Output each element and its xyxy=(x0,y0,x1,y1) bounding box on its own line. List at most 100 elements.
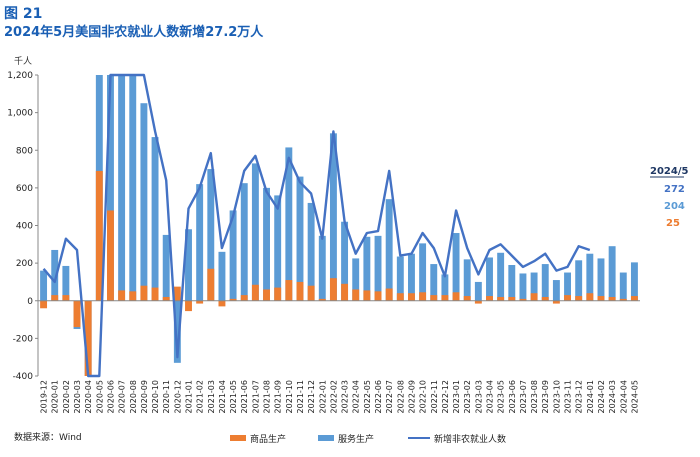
y-tick-label: -400 xyxy=(13,372,34,382)
x-tick-label: 2021-04 xyxy=(218,380,227,413)
bar-services xyxy=(463,259,471,301)
bar-goods xyxy=(296,281,304,301)
y-tick-label: 1,000 xyxy=(7,109,33,119)
bar-services xyxy=(162,234,170,301)
bar-goods xyxy=(463,296,471,301)
x-tick-label: 2022-06 xyxy=(374,380,383,413)
bar-goods xyxy=(385,288,393,301)
bar-services xyxy=(486,257,493,301)
bar-goods xyxy=(107,210,114,301)
bar-goods xyxy=(162,296,170,301)
bar-services xyxy=(497,252,505,301)
x-tick-label: 2023-06 xyxy=(508,380,517,413)
bar-services xyxy=(107,75,114,301)
bar-services xyxy=(129,75,137,301)
bar-services xyxy=(229,210,237,301)
bar-services xyxy=(118,75,126,301)
x-tick-label: 2020-12 xyxy=(173,380,182,413)
bar-services xyxy=(251,163,259,301)
x-tick-label: 2023-01 xyxy=(452,380,461,413)
x-tick-label: 2019-12 xyxy=(40,380,49,413)
bar-services xyxy=(151,137,159,301)
bar-services xyxy=(40,270,48,301)
bar-services xyxy=(240,183,248,301)
x-tick-label: 2021-01 xyxy=(185,380,194,413)
x-tick-label: 2023-11 xyxy=(564,380,573,413)
y-tick-label: 800 xyxy=(16,146,33,156)
x-tick-label: 2022-10 xyxy=(419,380,428,413)
x-tick-label: 2023-12 xyxy=(575,380,584,413)
y-tick-label: 1,200 xyxy=(7,71,33,81)
bar-goods xyxy=(396,293,404,301)
x-tick-label: 2024-05 xyxy=(630,380,639,413)
legend-label-goods: 商品生产 xyxy=(250,433,286,445)
bar-services xyxy=(352,258,360,301)
bar-goods xyxy=(608,296,616,301)
line-total-nonfarm xyxy=(42,73,591,378)
bar-goods xyxy=(419,292,427,301)
x-tick-label: 2021-07 xyxy=(251,380,260,413)
bar-goods xyxy=(497,296,505,301)
bar-goods xyxy=(352,289,360,301)
bar-services xyxy=(51,249,59,301)
legend: 商品生产 服务生产 新增非农就业人数 xyxy=(230,433,506,445)
bar-goods xyxy=(263,289,270,301)
bar-goods xyxy=(519,298,527,301)
x-tick-label: 2023-08 xyxy=(530,380,539,413)
bar-services xyxy=(285,147,293,301)
bar-services xyxy=(374,235,382,301)
bar-goods xyxy=(218,300,226,307)
x-tick-label: 2020-07 xyxy=(118,380,127,413)
x-tick-label: 2020-10 xyxy=(151,380,160,413)
bar-goods xyxy=(151,287,159,301)
bar-goods xyxy=(329,278,337,301)
bar-services xyxy=(173,300,181,363)
bar-services xyxy=(630,262,638,301)
x-tick-label: 2020-03 xyxy=(73,380,82,413)
bar-layer xyxy=(38,75,640,376)
x-tick-label: 2022-04 xyxy=(352,380,361,413)
x-tick-label: 2023-07 xyxy=(519,380,528,413)
bar-goods xyxy=(251,284,259,301)
bar-services xyxy=(619,272,627,301)
bar-goods xyxy=(73,300,81,328)
x-tick-label: 2021-09 xyxy=(274,380,283,413)
bar-goods xyxy=(586,293,594,301)
bar-goods xyxy=(619,298,627,301)
bar-services xyxy=(541,264,549,301)
x-tick-label: 2020-02 xyxy=(62,380,71,413)
x-tick-label: 2021-02 xyxy=(196,380,205,413)
line-layer xyxy=(42,73,591,378)
y-tick-label: 200 xyxy=(16,259,33,269)
bar-goods xyxy=(129,291,137,301)
x-tick-label: 2022-05 xyxy=(363,380,372,413)
bar-goods xyxy=(40,300,48,309)
bar-services xyxy=(329,133,337,301)
bar-goods xyxy=(229,298,237,301)
bar-goods xyxy=(474,300,482,304)
x-tick-label: 2022-11 xyxy=(430,380,439,413)
x-tick-label: 2021-05 xyxy=(229,380,238,413)
bar-services xyxy=(608,246,616,301)
x-tick-label: 2020-11 xyxy=(162,380,171,413)
bar-services xyxy=(196,184,204,301)
bar-goods xyxy=(185,300,192,312)
latest-services-value: 204 xyxy=(664,201,685,212)
x-tick-label: 2021-06 xyxy=(240,380,249,413)
y-tick-label: 0 xyxy=(27,297,33,307)
x-tick-label: 2024-02 xyxy=(597,380,606,413)
bar-services xyxy=(307,202,315,301)
x-tick-label: 2023-09 xyxy=(541,380,550,413)
bar-services xyxy=(318,235,326,301)
x-tick-label: 2022-12 xyxy=(441,380,450,413)
legend-label-total: 新增非农就业人数 xyxy=(434,433,506,445)
bar-goods xyxy=(285,280,293,301)
x-tick-label: 2023-10 xyxy=(552,380,561,413)
x-tick-label: 2020-05 xyxy=(95,380,104,413)
y-tick-label: 600 xyxy=(16,184,33,194)
x-tick-label: 2023-02 xyxy=(463,380,472,413)
bar-goods xyxy=(307,285,315,301)
bar-services xyxy=(430,264,438,301)
bar-services xyxy=(519,273,527,301)
bar-services xyxy=(296,176,304,301)
